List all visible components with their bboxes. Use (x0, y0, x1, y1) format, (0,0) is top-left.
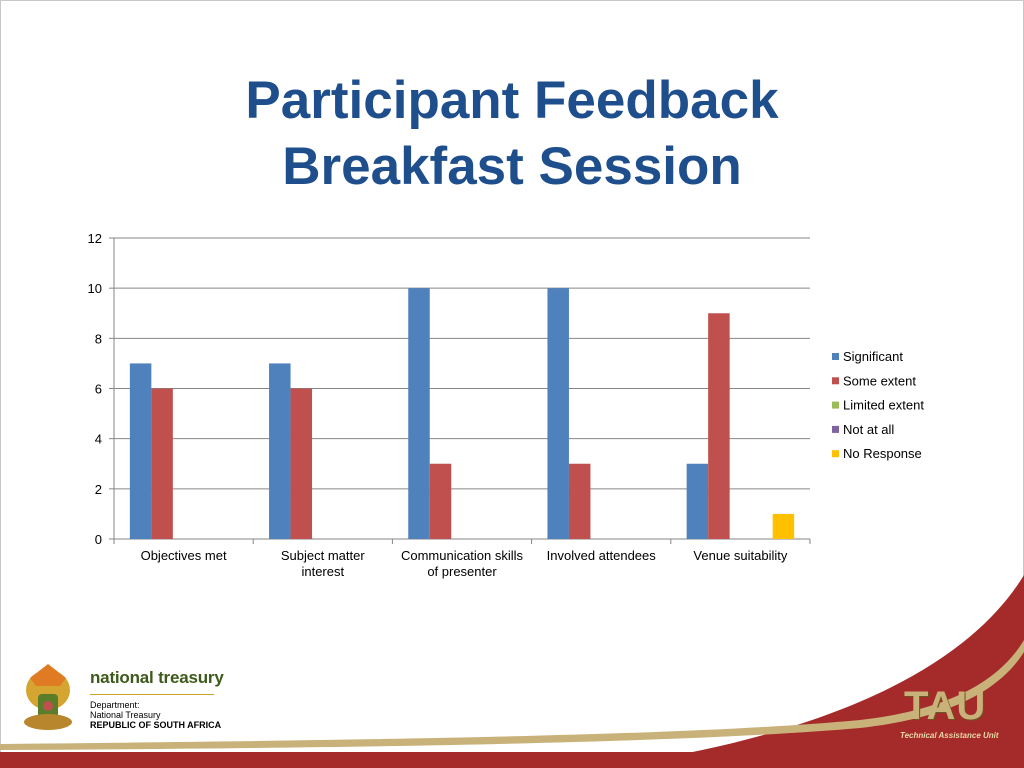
bar-significant-4 (686, 463, 709, 539)
legend-swatch-no-response (832, 450, 839, 458)
category-label-4-0: Venue suitability (693, 548, 787, 563)
coat-of-arms-icon (24, 664, 72, 730)
bar-some-extent-1 (290, 388, 313, 539)
legend-label-not-at-all: Not at all (843, 422, 894, 437)
slide-title-line-2: Breakfast Session (282, 137, 742, 196)
footer-red-bar (0, 752, 1024, 768)
bar-significant-2 (408, 288, 430, 539)
legend-swatch-some-extent (832, 377, 839, 385)
category-label-2-0: Communication skills (401, 548, 524, 563)
tau-logo-text: TAU (904, 684, 987, 728)
bar-significant-0 (129, 363, 152, 539)
legend-label-significant: Significant (843, 349, 903, 364)
y-tick-label-12: 12 (88, 231, 102, 246)
bar-some-extent-3 (568, 463, 591, 539)
bar-some-extent-4 (708, 313, 730, 539)
legend-label-limited-extent: Limited extent (843, 398, 924, 413)
legend-swatch-significant (832, 353, 839, 360)
logo-country: REPUBLIC OF SOUTH AFRICA (90, 720, 222, 730)
legend-swatch-not-at-all (832, 425, 839, 433)
category-label-0-0: Objectives met (141, 548, 227, 563)
y-tick-label-8: 8 (95, 331, 102, 346)
y-tick-label-4: 4 (95, 432, 102, 447)
y-tick-label-2: 2 (95, 482, 102, 497)
category-label-2-1: of presenter (427, 564, 497, 579)
footer-red-swoosh (600, 575, 1024, 768)
logo-department-name: National Treasury (90, 710, 161, 720)
logo-divider (90, 694, 214, 695)
bar-significant-1 (269, 363, 291, 539)
logo-department-label: Department: (90, 700, 140, 710)
legend-label-some-extent: Some extent (843, 373, 916, 388)
bar-some-extent-0 (151, 388, 173, 539)
category-label-1-0: Subject matter (281, 548, 365, 563)
y-tick-label-0: 0 (95, 532, 102, 547)
category-label-1-1: interest (301, 564, 344, 579)
slide-title: Participant Feedback Breakfast Session (0, 68, 1024, 200)
logo-title: national treasury (90, 668, 224, 687)
y-tick-label-6: 6 (95, 382, 102, 397)
slide-title-line-1: Participant Feedback (245, 71, 779, 130)
legend-label-no-response: No Response (843, 446, 922, 461)
bar-significant-3 (547, 288, 569, 539)
y-tick-label-10: 10 (88, 281, 102, 296)
bar-no-response-4 (772, 513, 795, 539)
bar-some-extent-2 (429, 463, 452, 539)
legend-swatch-limited-extent (832, 401, 839, 409)
category-label-3-0: Involved attendees (547, 548, 657, 563)
tau-logo-subtitle: Technical Assistance Unit (900, 731, 999, 740)
